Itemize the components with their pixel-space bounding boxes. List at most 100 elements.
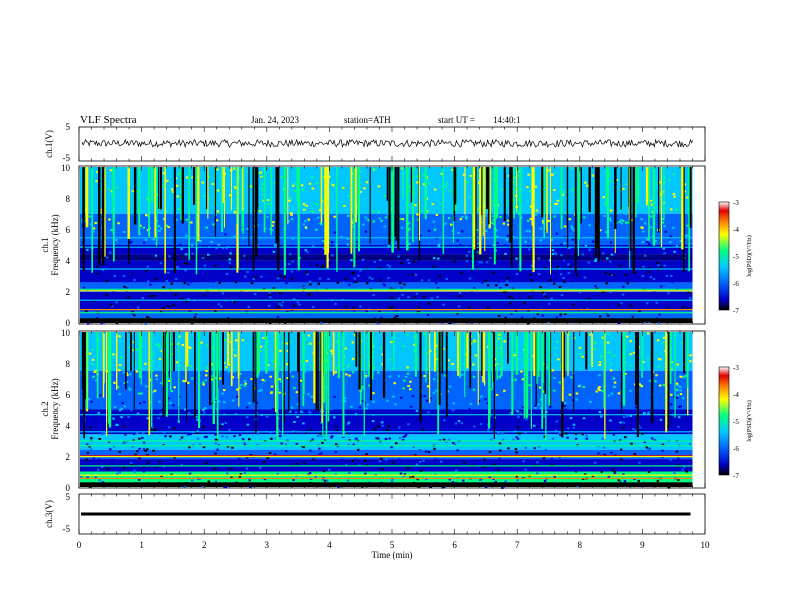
- spectrogram-pixel: [389, 358, 392, 361]
- spectrogram-pixel: [543, 293, 546, 296]
- start-ut-label: start UT =: [438, 115, 475, 125]
- spectrogram-pixel: [495, 393, 499, 396]
- spectrogram-pixel: [439, 460, 443, 463]
- x-tick-label-4: 4: [327, 540, 332, 550]
- spectrogram-pixel: [689, 296, 692, 299]
- spectrogram-pixel: [357, 274, 360, 277]
- spectrogram-band: [80, 332, 693, 371]
- spectrogram-pixel: [504, 296, 508, 298]
- spectrogram-pixel: [184, 253, 188, 256]
- sferic-spike: [459, 332, 461, 378]
- spectrogram-pixel: [403, 283, 406, 286]
- spectrogram-pixel: [292, 183, 296, 186]
- spectrogram-pixel: [625, 466, 629, 469]
- sferic-spike: [82, 332, 85, 413]
- spectrogram-pixel: [435, 214, 439, 216]
- spectrogram-pixel: [603, 300, 607, 303]
- spectrogram-pixel: [347, 421, 351, 424]
- spectrogram-pixel: [148, 450, 151, 453]
- spectrogram-pixel: [534, 185, 537, 188]
- spectrogram-pixel: [372, 247, 375, 250]
- sferic-spike: [148, 332, 151, 435]
- spectrogram-pixel: [401, 438, 405, 441]
- spectrogram-pixel: [142, 441, 146, 444]
- spectrogram-pixel: [337, 485, 340, 488]
- ch1-spectrogram-ylabel-channel: ch.1: [40, 237, 50, 252]
- spectrogram-pixel: [539, 197, 542, 200]
- spectrogram-pixel: [92, 230, 95, 233]
- spectrogram-pixel: [507, 276, 510, 279]
- spectrogram-pixel: [361, 485, 364, 488]
- spectrogram-pixel: [673, 250, 676, 253]
- spectrogram-pixel: [406, 366, 409, 369]
- spectrogram-pixel: [95, 180, 98, 183]
- spectrogram-pixel: [604, 231, 608, 234]
- sferic-spike: [252, 167, 255, 270]
- sferic-spike: [140, 332, 142, 385]
- spectrogram-pixel: [347, 443, 351, 446]
- spectrogram-pixel: [494, 480, 497, 483]
- spectrogram-band: [80, 449, 693, 460]
- spectrogram-pixel: [654, 275, 657, 278]
- spectrogram-pixel: [205, 370, 208, 372]
- spectrogram-pixel: [178, 278, 181, 281]
- spectrogram-pixel: [125, 287, 129, 290]
- sferic-spike: [591, 332, 593, 367]
- spectrogram-pixel: [364, 375, 368, 378]
- ch1-ytick-2: 2: [66, 287, 71, 297]
- spectrogram-pixel: [409, 189, 412, 192]
- spectrogram-pixel: [280, 449, 284, 452]
- spectrogram-pixel: [106, 467, 110, 470]
- spectrogram-pixel: [206, 420, 209, 423]
- spectrogram-pixel: [609, 260, 612, 263]
- spectrogram-pixel: [656, 261, 659, 264]
- spectrogram-pixel: [669, 235, 673, 238]
- spectrogram-pixel: [498, 457, 501, 460]
- spectrogram-pixel: [408, 227, 411, 230]
- spectrogram-pixel: [416, 213, 419, 216]
- spectrogram-pixel: [674, 420, 678, 423]
- spectrogram-pixel: [413, 295, 416, 298]
- spectrogram-pixel: [286, 311, 289, 313]
- spectrogram-pixel: [214, 452, 217, 455]
- spectrogram-pixel: [548, 259, 551, 262]
- spectrogram-pixel: [172, 404, 175, 407]
- sferic-spike: [154, 167, 157, 238]
- spectrogram-pixel: [109, 251, 112, 254]
- spectrogram-pixel: [612, 433, 616, 436]
- sferic-spike: [412, 167, 414, 243]
- spectrogram-pixel: [146, 454, 149, 456]
- spectrogram-pixel: [271, 224, 274, 227]
- spectrogram-pixel: [677, 296, 680, 299]
- spectrogram-pixel: [622, 187, 625, 190]
- spectrogram-pixel: [452, 315, 455, 318]
- spectrogram-pixel: [633, 478, 636, 481]
- spectrogram-pixel: [422, 459, 425, 462]
- spectrogram-pixel: [286, 377, 289, 379]
- spectrogram-pixel: [676, 461, 679, 463]
- spectrogram-pixel: [158, 460, 161, 463]
- spectrogram-pixel: [154, 277, 158, 280]
- spectrogram-pixel: [621, 405, 624, 408]
- spectrogram-pixel: [327, 278, 330, 280]
- spectrogram-pixel: [102, 453, 106, 456]
- spectrogram-pixel: [606, 314, 610, 317]
- spectrogram-pixel: [400, 262, 403, 264]
- spectrogram-pixel: [448, 385, 451, 388]
- spectrogram-pixel: [463, 461, 466, 464]
- spectrogram-pixel: [241, 261, 244, 263]
- spectrogram-pixel: [351, 341, 354, 344]
- spectrogram-pixel: [289, 212, 293, 215]
- spectrogram-pixel: [135, 370, 139, 373]
- spectrogram-pixel: [268, 304, 271, 307]
- spectrogram-pixel: [463, 230, 467, 232]
- spectrogram-pixel: [306, 179, 310, 182]
- spectrogram-pixel: [279, 292, 282, 295]
- spectrogram-pixel: [414, 273, 418, 276]
- spectrogram-pixel: [213, 401, 217, 403]
- spectrogram-pixel: [629, 316, 633, 319]
- spectrogram-pixel: [306, 251, 309, 254]
- spectrogram-pixel: [481, 281, 484, 284]
- spectrogram-pixel: [468, 450, 471, 453]
- spectrogram-pixel: [581, 253, 584, 256]
